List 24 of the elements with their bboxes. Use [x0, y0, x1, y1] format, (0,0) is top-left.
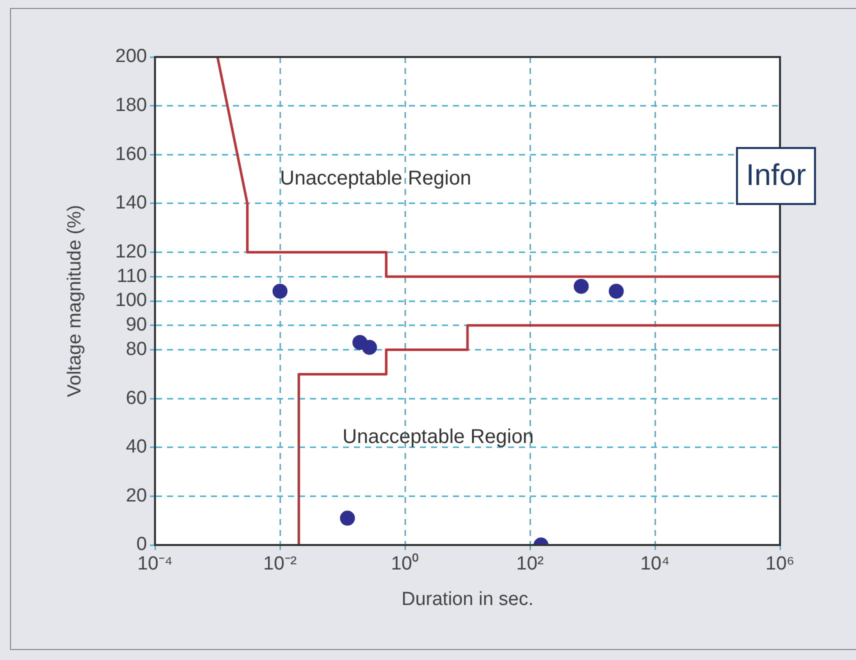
y-tick-label: 140 — [115, 192, 147, 214]
annotation: Unacceptable Region — [280, 168, 472, 190]
x-axis-title: Duration in sec. — [401, 588, 534, 610]
annotation: Infor — [736, 147, 816, 205]
y-tick-label: 160 — [115, 144, 147, 165]
x-tick-label: 10⁰ — [390, 552, 420, 575]
x-tick-label: 10⁻² — [263, 554, 297, 575]
y-tick-label: 20 — [126, 485, 147, 506]
y-tick-label: 0 — [136, 534, 147, 556]
annotation: Unacceptable Region — [342, 426, 534, 448]
y-tick-label: 110 — [116, 266, 147, 287]
y-tick-label: 80 — [126, 339, 147, 360]
x-tick-label: 10⁶ — [766, 554, 794, 575]
y-tick-label: 100 — [115, 290, 147, 312]
y-tick-label: 120 — [115, 241, 147, 262]
x-tick-label: 10² — [516, 554, 544, 575]
y-axis-title: Voltage magnitude (%) — [64, 204, 86, 398]
y-tick-label: 180 — [115, 95, 147, 116]
x-tick-label: 10⁻⁴ — [137, 554, 173, 575]
y-tick-label: 200 — [115, 46, 147, 68]
y-tick-label: 40 — [126, 436, 147, 458]
y-tick-label: 60 — [126, 388, 147, 409]
y-tick-label: 90 — [126, 314, 147, 336]
x-tick-label: 10⁴ — [640, 554, 670, 575]
